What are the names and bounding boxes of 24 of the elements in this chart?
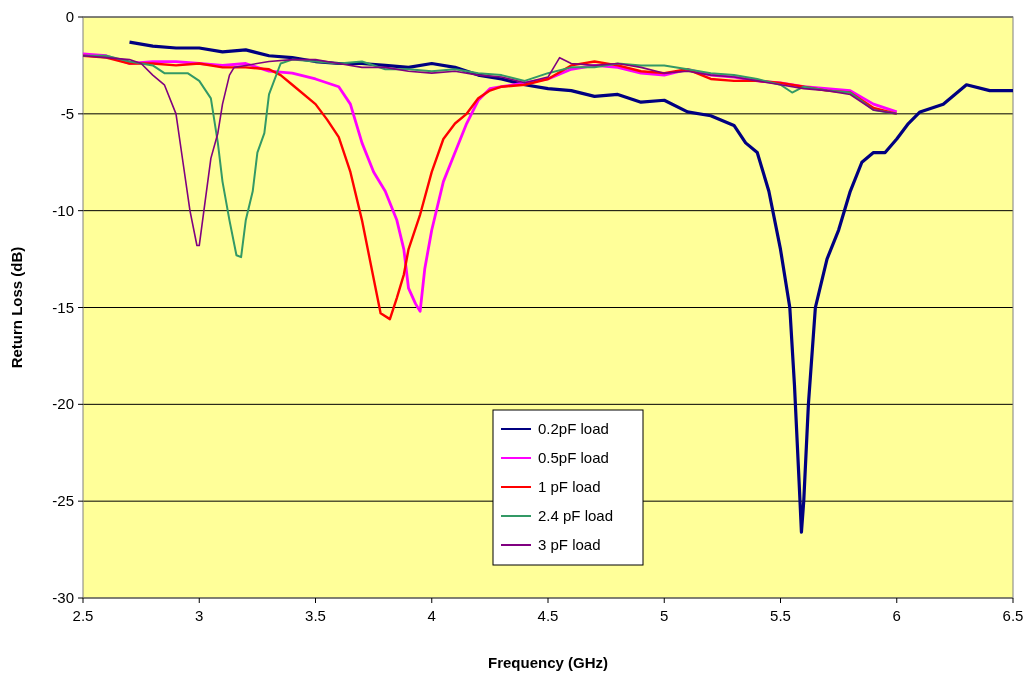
x-tick-label: 5 bbox=[660, 607, 669, 624]
x-tick-label: 3 bbox=[195, 607, 204, 624]
y-tick-label: 0 bbox=[65, 8, 74, 25]
y-tick-label: -5 bbox=[60, 104, 74, 122]
x-tick-label: 6 bbox=[892, 607, 901, 624]
x-tick-label: 3.5 bbox=[305, 607, 326, 624]
y-tick-label: -30 bbox=[52, 589, 74, 606]
legend-label: 0.5pF load bbox=[538, 449, 609, 466]
y-tick-label: -20 bbox=[52, 395, 74, 413]
y-axis-title: Return Loss (dB) bbox=[8, 246, 25, 369]
legend-label: 1 pF load bbox=[538, 478, 601, 495]
legend-label: 0.2pF load bbox=[538, 420, 609, 437]
y-tick-label: -15 bbox=[52, 298, 74, 316]
x-tick-label: 5.5 bbox=[770, 607, 791, 624]
x-tick-label: 6.5 bbox=[1002, 607, 1024, 624]
x-tick-label: 4.5 bbox=[537, 607, 559, 624]
line-series bbox=[127, 40, 1015, 534]
legend-label: 2.4 pF load bbox=[538, 507, 614, 524]
legend-label: 3 pF load bbox=[538, 536, 601, 553]
y-tick-label: -25 bbox=[52, 492, 74, 510]
x-tick-label: 2.5 bbox=[72, 607, 94, 624]
y-tick-label: -10 bbox=[52, 201, 74, 219]
x-axis-title: Frequency (GHz) bbox=[487, 654, 609, 671]
x-tick-label: 4 bbox=[427, 607, 436, 624]
